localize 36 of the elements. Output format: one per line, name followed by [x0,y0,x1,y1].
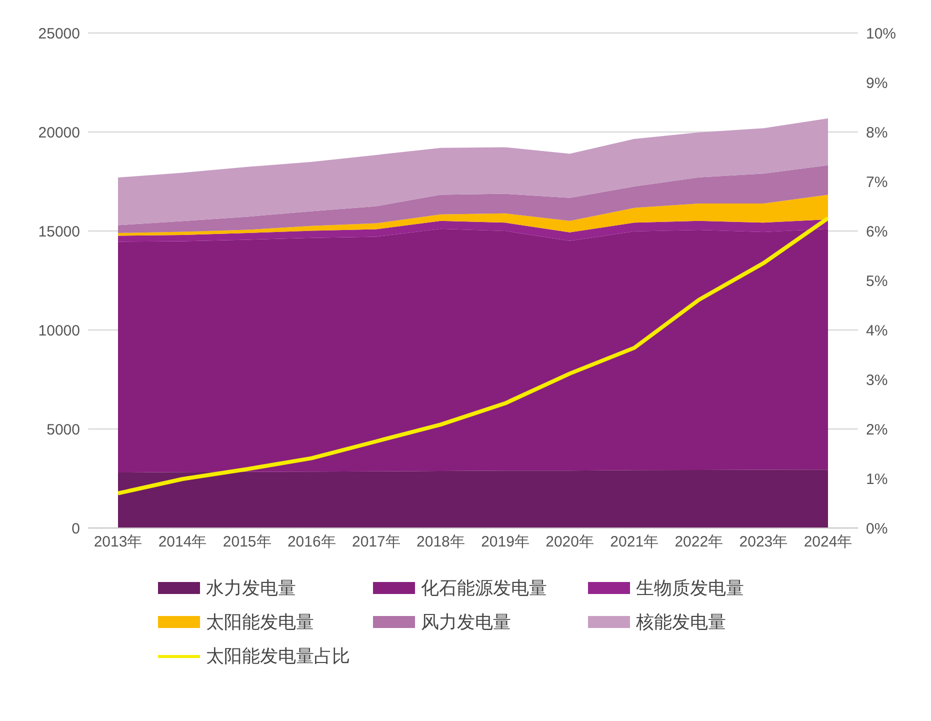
y-tick-label: 10000 [38,322,80,340]
x-tick-label: 2014年 [158,534,207,551]
y2-tick-label: 6% [866,223,888,240]
x-tick-label: 2019年 [481,534,530,551]
y2-tick-label: 5% [866,272,888,290]
legend-label: 核能发电量 [636,611,726,634]
y2-tick-label: 2% [866,421,888,438]
y2-tick-label: 3% [866,372,888,389]
y2-tick-label: 4% [866,322,888,340]
y2-tick-label: 0% [866,520,888,538]
legend-label: 太阳能发电量占比 [206,645,350,668]
x-tick-label: 2022年 [674,534,724,551]
x-tick-label: 2018年 [416,534,465,551]
y-tick-label: 25000 [38,25,80,42]
x-tick-label: 2020年 [546,534,594,551]
y-tick-label: 5000 [46,421,80,438]
x-tick-label: 2024年 [804,534,852,551]
legend-label: 化石能源发电量 [421,577,547,600]
legend-label: 太阳能发电量 [206,611,314,634]
x-tick-label: 2021年 [610,534,659,551]
y-tick-label: 15000 [38,223,80,240]
x-tick-label: 2013年 [94,534,142,551]
y2-tick-label: 8% [866,124,888,142]
y2-tick-label: 10% [866,25,896,42]
y2-tick-label: 1% [866,470,888,488]
x-tick-label: 2016年 [287,534,336,551]
x-tick-label: 2017年 [352,534,400,551]
y2-tick-label: 7% [866,174,888,191]
y2-tick-label: 9% [866,74,888,92]
legend-label: 生物质发电量 [636,577,744,600]
y-tick-label: 0 [72,520,80,538]
x-tick-label: 2015年 [222,534,272,551]
x-tick-label: 2023年 [739,534,788,551]
y-tick-label: 20000 [38,124,80,142]
legend-label: 水力发电量 [206,577,296,600]
legend-label: 风力发电量 [421,611,511,634]
